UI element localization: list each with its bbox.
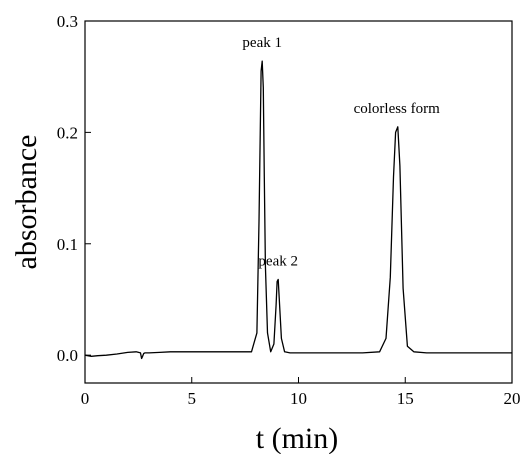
x-axis-title: t (min)	[256, 422, 339, 454]
peak-annotation: peak 2	[258, 253, 298, 269]
absorbance-trace	[84, 60, 512, 360]
plot-frame	[84, 20, 513, 384]
y-axis-title: absorbance	[10, 135, 43, 270]
x-tick-label: 0	[81, 389, 90, 408]
x-tick-label: 20	[504, 389, 521, 408]
annotation-group: peak 1 peak 2 colorless form	[242, 35, 440, 269]
y-tick-label: 0.3	[57, 12, 78, 31]
y-tick-label: 0.0	[57, 346, 78, 365]
tick-group: 0 5 10 15 20 0.0 0.1 0.2 0.3	[57, 12, 521, 408]
x-tick-label: 5	[188, 389, 197, 408]
peak-annotation: colorless form	[354, 101, 441, 117]
y-tick-label: 0.1	[57, 235, 78, 254]
x-tick-label: 10	[290, 389, 307, 408]
peak-annotation: peak 1	[242, 35, 282, 51]
y-tick-label: 0.2	[57, 123, 78, 142]
x-tick-label: 15	[397, 389, 414, 408]
axes	[84, 20, 513, 384]
